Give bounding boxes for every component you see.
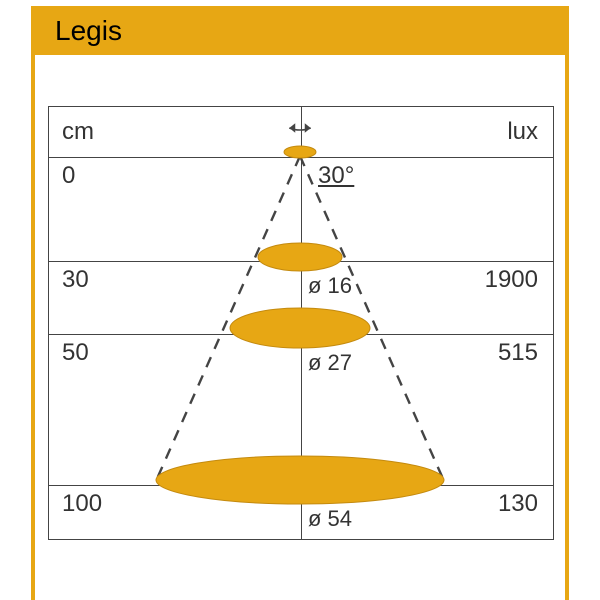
lux-value: 130: [498, 490, 538, 518]
diameter-label: ø 27: [308, 350, 352, 376]
cm-value: 30: [62, 266, 89, 294]
lux-value: 515: [498, 339, 538, 367]
cm-value: 50: [62, 339, 89, 367]
diameter-label: ø 16: [308, 273, 352, 299]
diameter-label: ø 54: [308, 506, 352, 532]
angle-label: 30°: [318, 162, 354, 190]
header-lux: lux: [507, 118, 538, 146]
cm-value: 0: [62, 162, 75, 190]
cm-value: 100: [62, 490, 102, 518]
header-cm: cm: [62, 118, 94, 146]
lux-value: 1900: [485, 266, 538, 294]
